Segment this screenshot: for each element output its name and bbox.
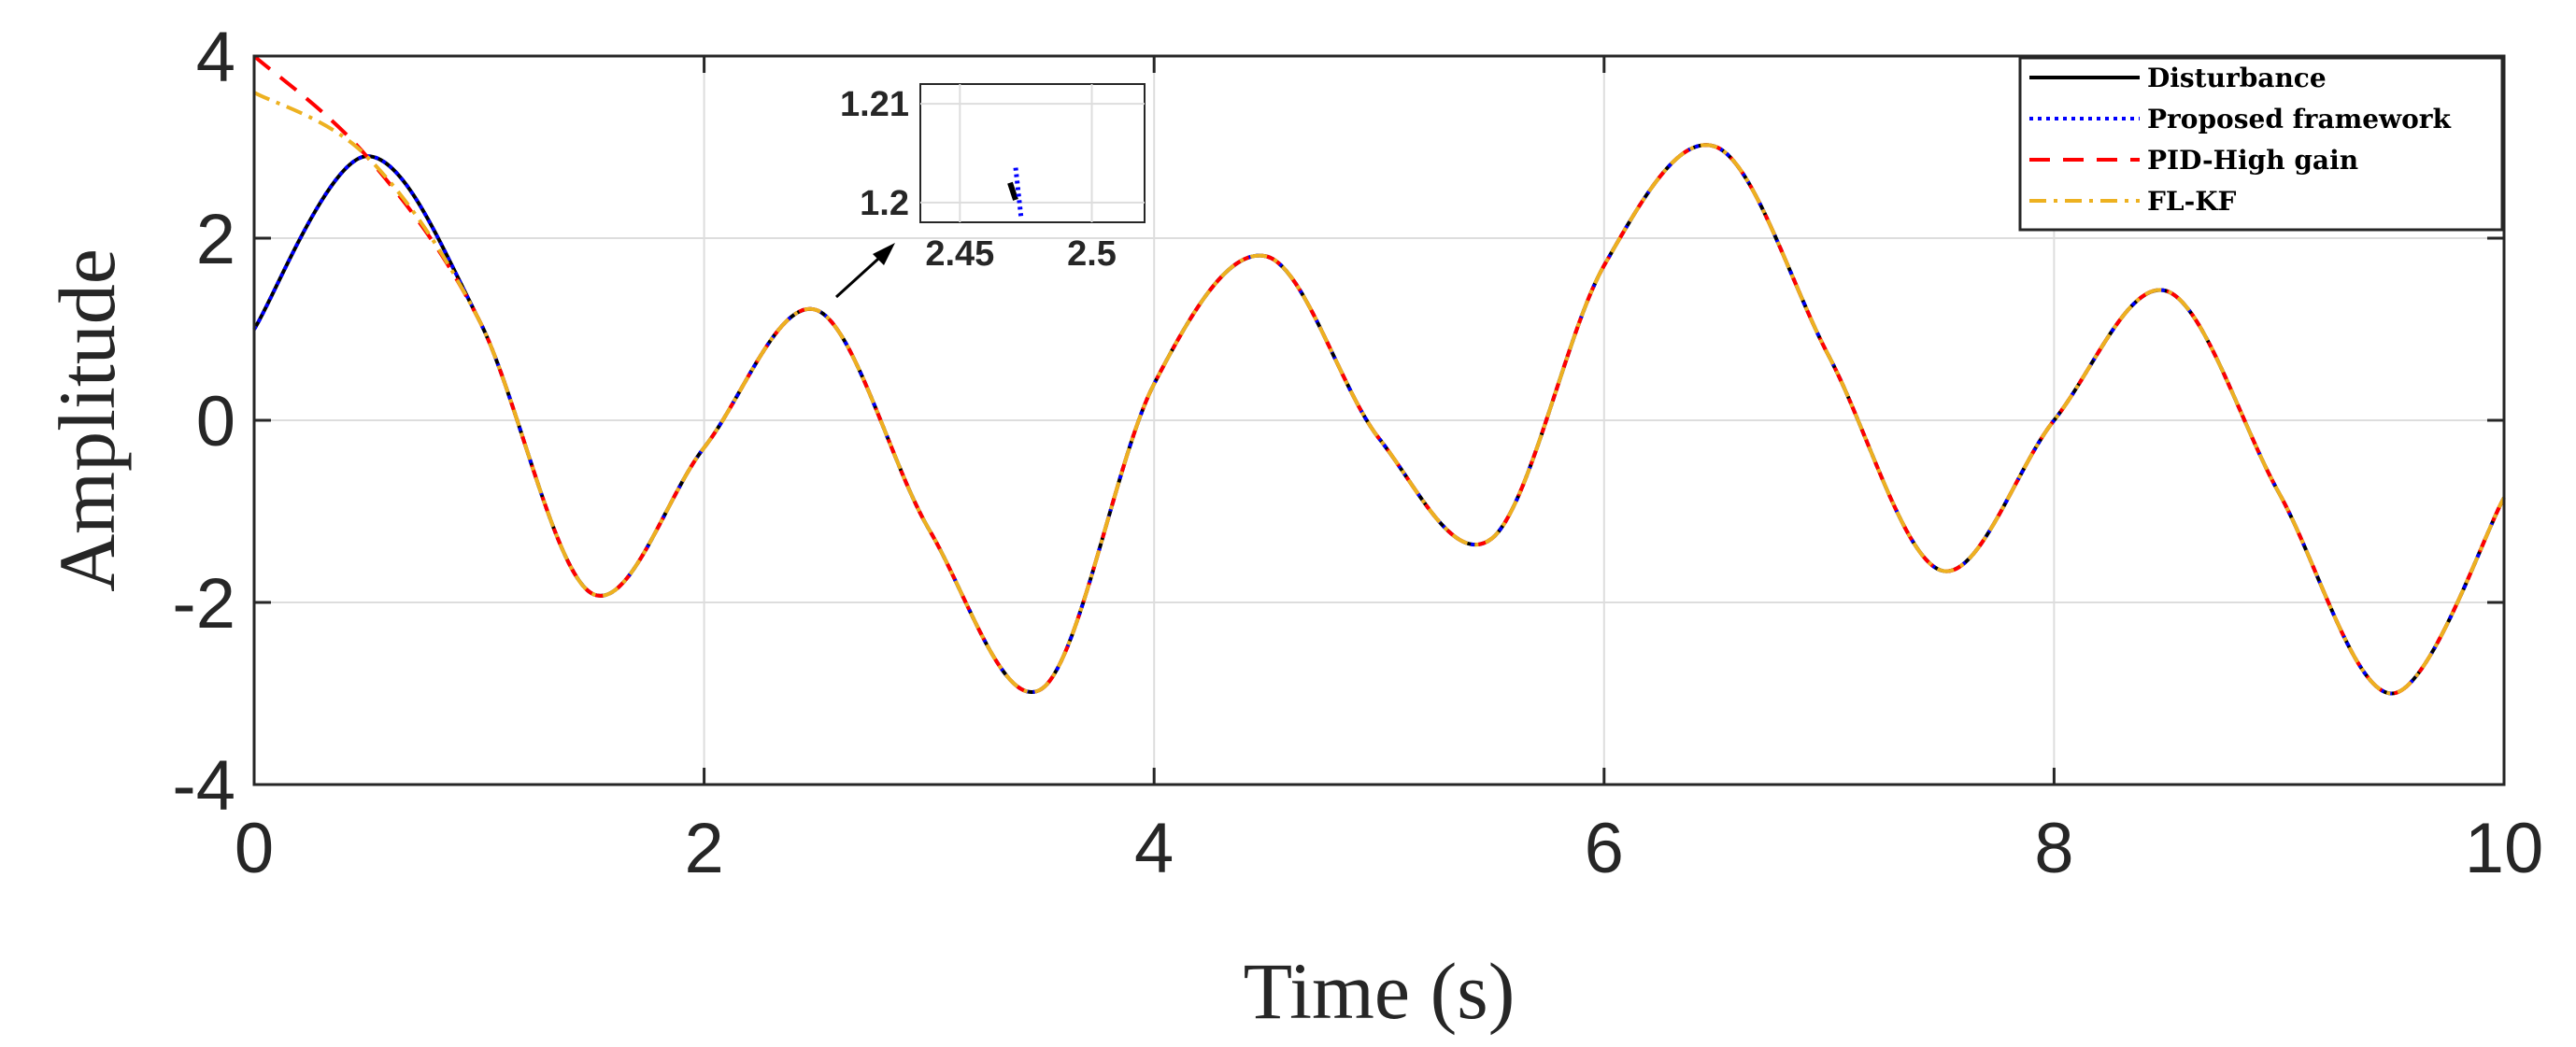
inset-x-tick-label: 2.45 [925,234,994,274]
x-tick-label: 6 [1585,809,1624,888]
y-tick-label: -4 [172,746,235,826]
legend-entries: Disturbance Proposed framework PID-High ga… [2029,63,2452,217]
y-tick-label: 4 [196,18,235,97]
y-axis-label: Amplitude [42,248,132,592]
inset-lines [1007,167,1024,219]
x-tick-label: 4 [1134,809,1174,888]
inset-y-tick-label: 1.21 [840,85,909,124]
x-axis-label: Time (s) [1244,946,1516,1036]
y-tick-label: 2 [196,200,235,279]
inset: 2.45 2.5 1.2 1.21 [834,83,1146,299]
x-tick-label: 10 [2465,809,2544,888]
legend-label: Disturbance [2147,63,2327,93]
series-line-fl-kf [253,91,2506,696]
x-tick-label: 0 [235,809,274,888]
inset-line-proposed-framework [1013,167,1024,219]
x-tick-label: 2 [684,809,723,888]
inset-x-tick-label: 2.5 [1067,234,1117,274]
inset-labels: 2.45 2.5 1.2 1.21 [840,85,1117,274]
plot-lines [252,54,2506,696]
tick-labels: 0 2 4 6 8 10 -4 -2 0 2 4 [172,18,2543,888]
inset-grid [920,84,1145,222]
legend-label: Proposed framework [2147,104,2452,134]
x-tick-label: 8 [2034,809,2073,888]
inset-arrow [834,243,895,299]
legend-label: PID-High gain [2147,145,2358,176]
legend: Disturbance Proposed framework PID-High ga… [2018,56,2504,232]
legend-label: FL-KF [2147,186,2237,217]
y-tick-label: -2 [172,564,235,644]
inset-y-tick-label: 1.2 [860,184,909,223]
inset-box [919,83,1146,223]
inset-line-disturbance [1007,181,1018,201]
y-tick-label: 0 [196,382,235,461]
